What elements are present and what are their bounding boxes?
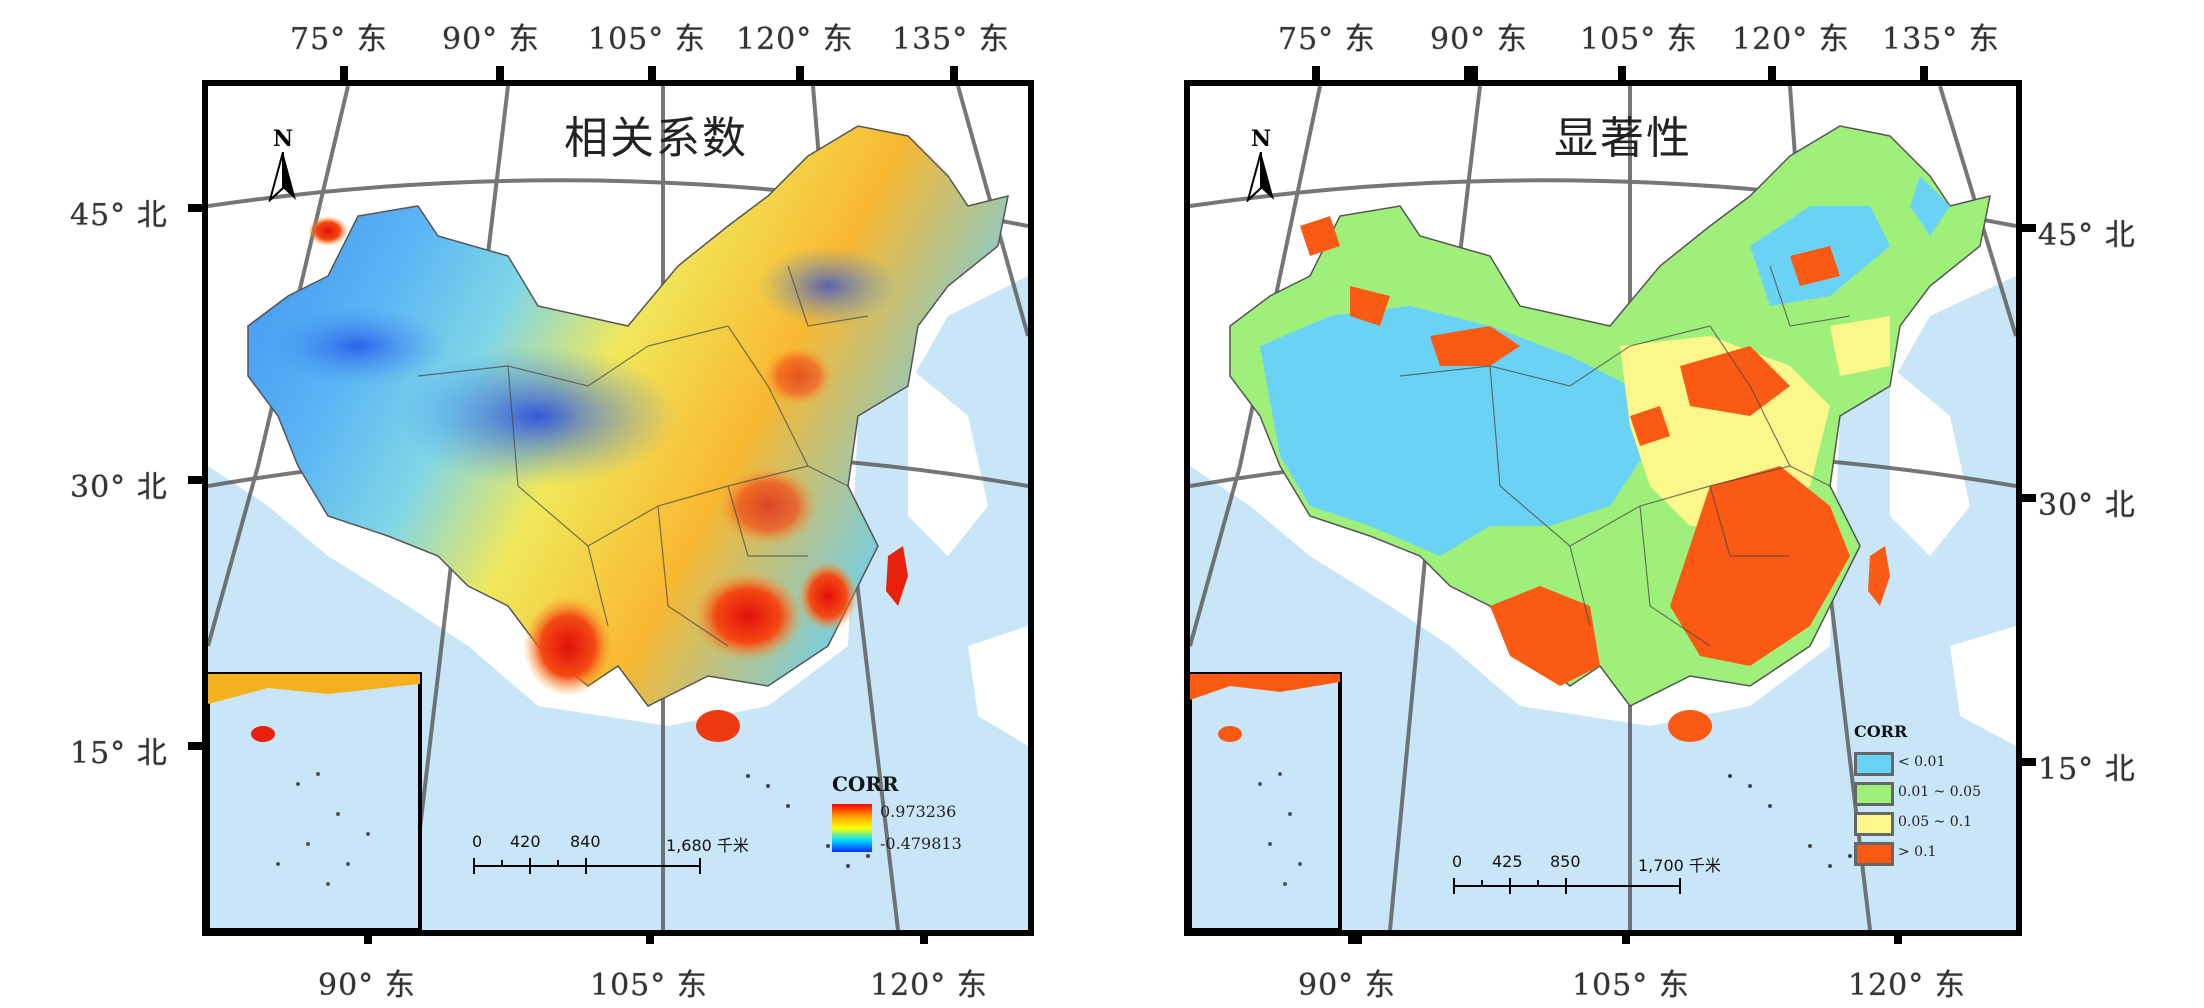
scale-label: 850 <box>1550 852 1581 871</box>
top-tick-label: 105° 东 <box>588 22 706 57</box>
left-tick-label: 30° 北 <box>70 470 168 505</box>
map-title: 显著性 <box>1554 113 1692 164</box>
scale-bar: 0 420 840 1,680 千米 <box>472 832 749 882</box>
scale-label: 0 <box>472 832 483 851</box>
legend-swatch <box>1854 842 1894 866</box>
legend-item: 0.01 ~ 0.05 <box>1854 782 2004 808</box>
legend-item-label: > 0.1 <box>1898 844 1937 860</box>
hainan-island <box>1668 710 1712 742</box>
tick-mark <box>950 66 958 80</box>
legend-gradient-bar <box>832 804 872 852</box>
top-tick-label: 105° 东 <box>1580 22 1698 57</box>
hainan-island <box>696 710 740 742</box>
right-tick-label: 45° 北 <box>2038 218 2136 253</box>
scale-label: 1,700 千米 <box>1638 856 1721 875</box>
tick-mark <box>2022 758 2036 766</box>
north-arrow-icon <box>1246 151 1274 204</box>
tick-mark <box>1920 66 1928 80</box>
legend-swatch <box>1854 782 1894 806</box>
tick-mark <box>188 742 202 750</box>
top-tick-label: 90° 东 <box>1430 22 1528 57</box>
legend-item-label: < 0.01 <box>1898 754 1946 770</box>
north-arrow: N <box>268 126 298 206</box>
significance-map-frame: 显著性 N CORR < 0.01 0.01 ~ 0.05 0.05 ~ 0.1 <box>1184 80 2022 936</box>
right-tick-label: 15° 北 <box>2038 752 2136 787</box>
scale-label: 420 <box>510 832 541 851</box>
tick-mark <box>1464 66 1478 80</box>
significance-map <box>1190 86 2016 930</box>
tick-mark <box>188 476 202 484</box>
legend-item-label: 0.01 ~ 0.05 <box>1898 784 1981 800</box>
bottom-tick-label: 90° 东 <box>1298 968 1396 1003</box>
scale-bar-graphic <box>1453 878 1681 894</box>
significance-map-panel: 75° 东 90° 东 105° 东 120° 东 135° 东 45° 北 3… <box>1102 0 2202 1008</box>
top-tick-label: 120° 东 <box>736 22 854 57</box>
scale-label: 1,680 千米 <box>666 836 749 855</box>
legend: CORR < 0.01 0.01 ~ 0.05 0.05 ~ 0.1 > 0.1 <box>1854 722 2004 882</box>
tick-mark <box>646 930 654 944</box>
scale-bar: 0 425 850 1,700 千米 <box>1452 852 1721 902</box>
scale-label: 425 <box>1492 852 1523 871</box>
tick-mark <box>2022 494 2036 502</box>
legend-item: < 0.01 <box>1854 752 2004 778</box>
tick-mark <box>1768 66 1776 80</box>
north-arrow-icon <box>268 151 296 204</box>
legend-min-label: -0.479813 <box>880 834 962 853</box>
top-tick-label: 75° 东 <box>1278 22 1376 57</box>
tick-mark <box>1622 930 1630 944</box>
tick-mark <box>1618 66 1626 80</box>
north-label: N <box>1250 126 1272 152</box>
bottom-tick-label: 105° 东 <box>590 968 708 1003</box>
tick-mark <box>796 66 804 80</box>
scale-bar-graphic <box>473 858 701 874</box>
bottom-tick-label: 90° 东 <box>318 968 416 1003</box>
south-china-sea-inset <box>208 672 422 930</box>
tick-mark <box>2022 224 2036 232</box>
top-tick-label: 75° 东 <box>290 22 388 57</box>
tick-mark <box>1312 66 1320 80</box>
correlation-map <box>208 86 1028 930</box>
top-tick-label: 120° 东 <box>1732 22 1850 57</box>
tick-mark <box>648 66 656 80</box>
legend-title: CORR <box>832 772 899 796</box>
tick-mark <box>364 930 372 944</box>
legend-item: 0.05 ~ 0.1 <box>1854 812 2004 838</box>
left-tick-label: 15° 北 <box>70 736 168 771</box>
legend-swatch <box>1854 752 1894 776</box>
bottom-tick-label: 105° 东 <box>1572 968 1690 1003</box>
right-tick-label: 30° 北 <box>2038 488 2136 523</box>
legend-swatch <box>1854 812 1894 836</box>
tick-mark <box>188 204 202 212</box>
bottom-tick-label: 120° 东 <box>870 968 988 1003</box>
legend: CORR 0.973236 -0.479813 <box>828 772 1028 862</box>
bottom-tick-label: 120° 东 <box>1848 968 1966 1003</box>
legend-title: CORR <box>1854 722 1908 741</box>
legend-max-label: 0.973236 <box>880 802 957 821</box>
top-tick-label: 135° 东 <box>1882 22 2000 57</box>
scale-label: 0 <box>1452 852 1463 871</box>
top-tick-label: 135° 东 <box>892 22 1010 57</box>
legend-item-label: 0.05 ~ 0.1 <box>1898 814 1973 830</box>
scale-label: 840 <box>570 832 601 851</box>
north-label: N <box>272 126 294 152</box>
taiwan-island <box>1868 546 1890 606</box>
top-tick-label: 90° 东 <box>442 22 540 57</box>
legend-item: > 0.1 <box>1854 842 2004 868</box>
tick-mark <box>496 66 504 80</box>
south-china-sea-inset <box>1190 672 1342 930</box>
north-arrow: N <box>1246 126 1276 206</box>
map-title: 相关系数 <box>564 113 748 164</box>
tick-mark <box>1894 930 1902 944</box>
tick-mark <box>920 930 928 944</box>
tick-mark <box>340 66 348 80</box>
taiwan-island <box>886 546 908 606</box>
correlation-map-panel: 75° 东 90° 东 105° 东 120° 东 135° 东 45° 北 3… <box>0 0 1100 1008</box>
left-tick-label: 45° 北 <box>70 198 168 233</box>
correlation-map-frame: 相关系数 N CORR 0.973236 -0.479813 0 420 840… <box>202 80 1034 936</box>
